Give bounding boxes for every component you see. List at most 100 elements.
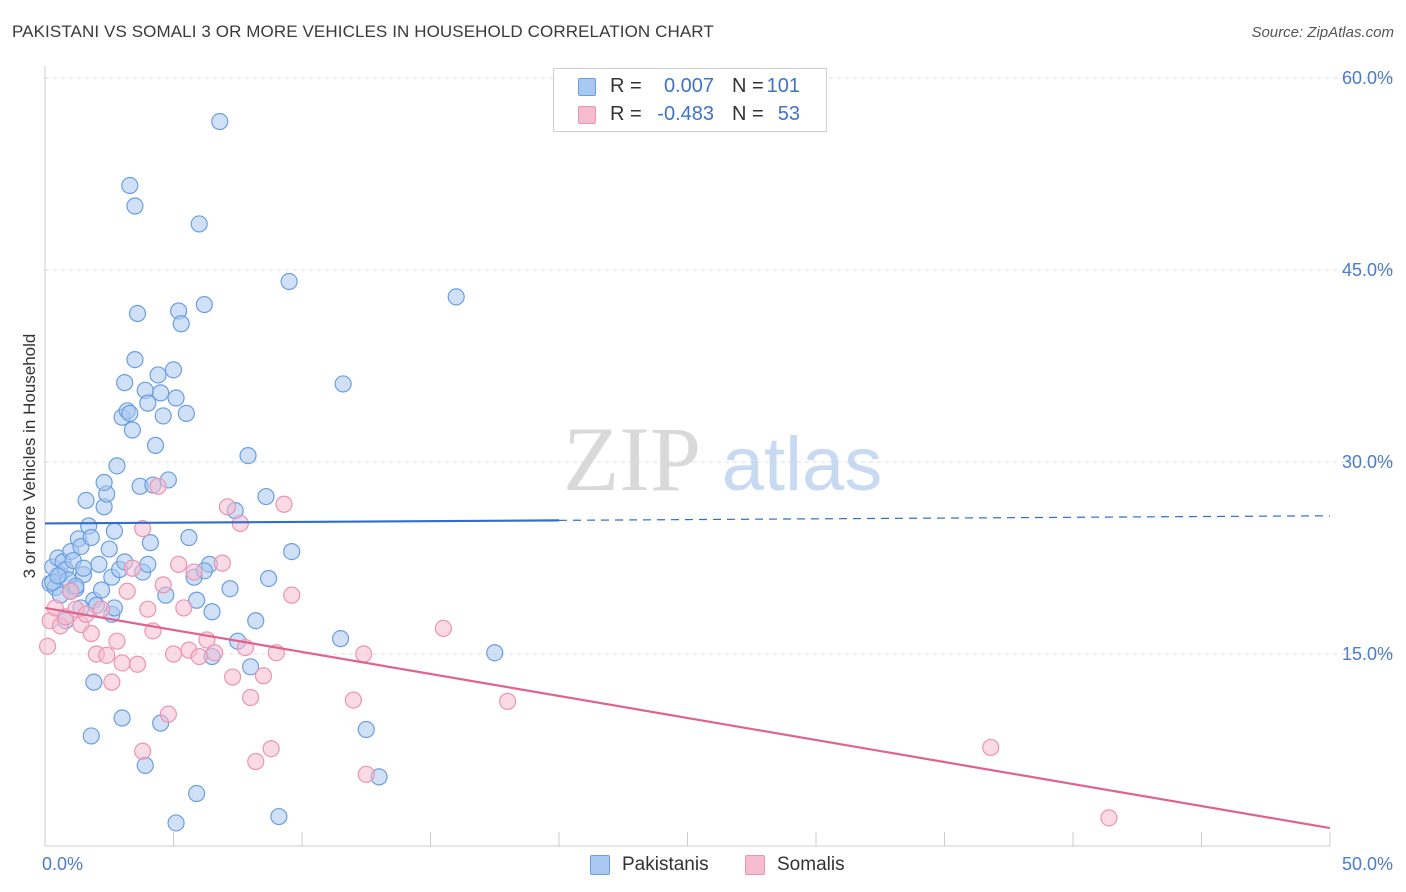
ticks-layer: 15.0% 30.0% 45.0% 60.0% 0.0% 50.0% — [42, 68, 1393, 874]
pakistanis-point-82 — [136, 756, 154, 774]
legend-row-pakistanis: R = 0.007 N = 101 — [554, 73, 826, 101]
pakistanis-point-88 — [242, 658, 260, 676]
somalis-point-36 — [231, 514, 249, 533]
pakistanis-point-91 — [49, 567, 67, 585]
pakistanis-point-26 — [105, 522, 123, 540]
somalis-point-45 — [344, 691, 362, 709]
somalis-swatch — [578, 106, 596, 124]
somalis-point-48 — [434, 619, 452, 638]
x-tick-label-0: 0.0% — [42, 854, 83, 874]
pakistanis-point-20 — [90, 555, 108, 574]
pakistanis-point-53 — [180, 528, 198, 547]
pakistanis-point-43 — [149, 366, 167, 384]
somalis-point-11 — [92, 600, 111, 618]
r-value: -0.483 — [657, 103, 714, 125]
pakistanis-point-98 — [139, 555, 157, 574]
somalis-point-39 — [247, 752, 265, 771]
points-layer — [38, 112, 1118, 832]
somalis-point-44 — [283, 586, 301, 604]
pakistanis-trend-line-dashed — [558, 515, 1331, 521]
somalis-point-33 — [213, 554, 231, 572]
pakistanis-point-57 — [195, 295, 213, 314]
correlation-legend: R = 0.007 N = 101 R = -0.483 N = 53 — [553, 68, 827, 132]
y-tick-label-0: 15.0% — [1342, 644, 1393, 664]
pakistanis-point-81 — [82, 727, 100, 745]
pakistanis-point-45 — [154, 407, 172, 425]
somalis-point-26 — [170, 555, 188, 574]
r-value: 0.007 — [663, 75, 714, 97]
somalis-point-12 — [98, 646, 116, 664]
pakistanis-point-64 — [247, 612, 265, 630]
pakistanis-point-73 — [447, 288, 465, 306]
pakistanis-point-70 — [334, 375, 352, 393]
n-label: N = — [732, 75, 764, 97]
pakistanis-point-35 — [128, 304, 147, 323]
somalis-point-35 — [224, 668, 242, 686]
somalis-point-23 — [154, 576, 172, 594]
somalis-point-51 — [1100, 809, 1118, 827]
somalis-point-19 — [134, 519, 152, 538]
pakistanis-point-33 — [123, 421, 141, 439]
n-value: 53 — [777, 103, 800, 125]
watermark-atlas: atlas — [722, 422, 883, 507]
somalis-point-40 — [254, 667, 273, 685]
pakistanis-point-52 — [177, 404, 195, 422]
pakistanis-point-30 — [116, 374, 134, 392]
somalis-point-18 — [128, 655, 147, 673]
trend-layer — [44, 515, 1331, 830]
r-label: R = — [610, 75, 642, 97]
pakistanis-point-96 — [95, 473, 113, 492]
pakistanis-point-80 — [85, 673, 103, 691]
n-label: N = — [732, 103, 764, 125]
pakistanis-point-67 — [280, 272, 298, 291]
pakistanis-point-32 — [121, 404, 139, 422]
somalis-point-34 — [218, 498, 237, 516]
pakistanis-point-65 — [257, 487, 275, 506]
somalis-point-5 — [62, 582, 80, 600]
pakistanis-point-84 — [188, 784, 206, 803]
somalis-legend-swatch — [745, 855, 765, 875]
somalis-point-50 — [982, 738, 1000, 757]
somalis-point-20 — [139, 600, 157, 618]
somalis-legend-label: Somalis — [777, 854, 845, 875]
y-axis-label: 3 or more Vehicles in Household — [20, 334, 39, 579]
pakistanis-point-78 — [121, 176, 139, 195]
y-tick-label-1: 30.0% — [1342, 452, 1393, 472]
legend-row-somalis: R = -0.483 N = 53 — [554, 101, 826, 129]
pakistanis-point-17 — [82, 528, 100, 547]
x-tick-label-1: 50.0% — [1342, 854, 1393, 874]
series-legend: Pakistanis Somalis — [0, 850, 1406, 880]
source-credit: Source: ZipAtlas.com — [1251, 24, 1394, 41]
pakistanis-point-69 — [331, 630, 350, 648]
somalis-point-49 — [499, 692, 517, 710]
pakistanis-point-85 — [270, 807, 288, 826]
pakistanis-point-63 — [239, 447, 257, 465]
y-tick-label-2: 45.0% — [1342, 260, 1393, 280]
somalis-point-22 — [149, 477, 167, 495]
n-value: 101 — [766, 75, 800, 97]
watermark: ZIP atlas — [563, 408, 882, 510]
pakistanis-point-87 — [203, 603, 221, 621]
grid-layer — [45, 77, 1395, 655]
pakistanis-point-44 — [152, 384, 170, 402]
pakistanis-point-77 — [113, 709, 131, 727]
somalis-point-9 — [82, 624, 100, 643]
pakistanis-point-27 — [108, 457, 126, 475]
somalis-point-29 — [185, 563, 203, 581]
pakistanis-legend-swatch — [590, 855, 610, 875]
somalis-point-38 — [242, 688, 260, 707]
somalis-point-14 — [108, 632, 126, 650]
pakistanis-point-34 — [126, 351, 144, 369]
pakistanis-point-15 — [77, 491, 95, 509]
pakistanis-point-71 — [357, 720, 375, 739]
somalis-point-43 — [275, 495, 293, 513]
somalis-point-27 — [175, 599, 193, 617]
pakistanis-point-55 — [188, 591, 206, 609]
pakistanis-point-42 — [146, 436, 165, 454]
somalis-point-52 — [134, 742, 152, 760]
pakistanis-point-24 — [100, 540, 118, 558]
pakistanis-point-60 — [211, 112, 229, 131]
pakistanis-point-66 — [259, 569, 278, 588]
pakistanis-point-48 — [164, 361, 183, 379]
